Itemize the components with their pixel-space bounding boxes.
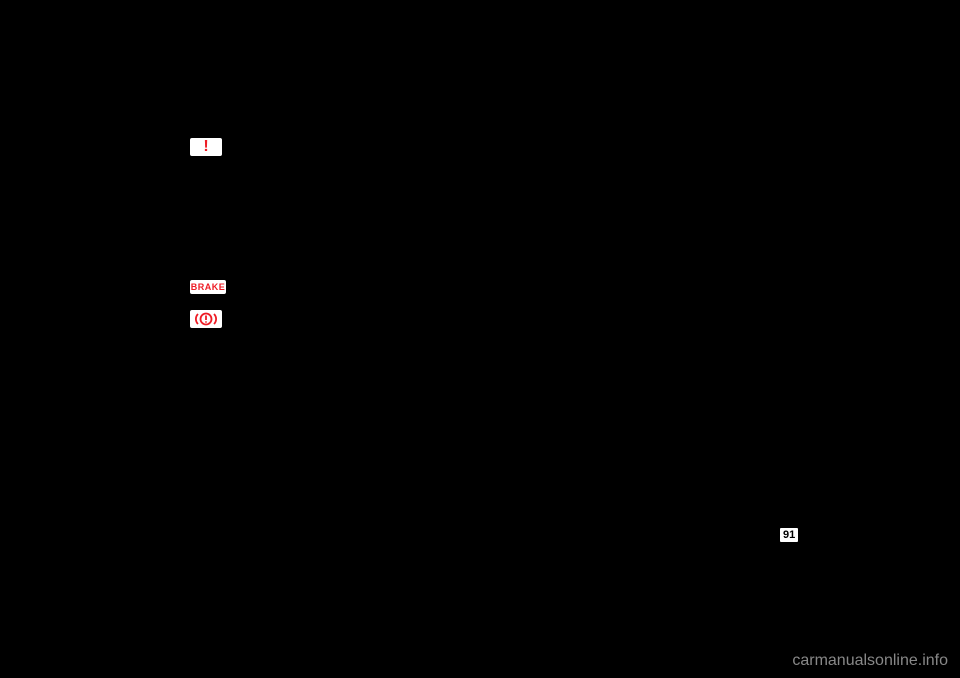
brake-symbol-icon <box>190 310 222 328</box>
watermark-text: carmanualsonline.info <box>792 652 948 670</box>
brake-text-label: BRAKE <box>191 282 226 292</box>
page-number: 91 <box>780 528 798 542</box>
brake-warning-svg <box>194 311 218 327</box>
exclaim-mark: ! <box>203 139 208 155</box>
brake-text-icon: BRAKE <box>190 280 226 294</box>
warning-icon-exclaim: ! <box>190 138 222 156</box>
